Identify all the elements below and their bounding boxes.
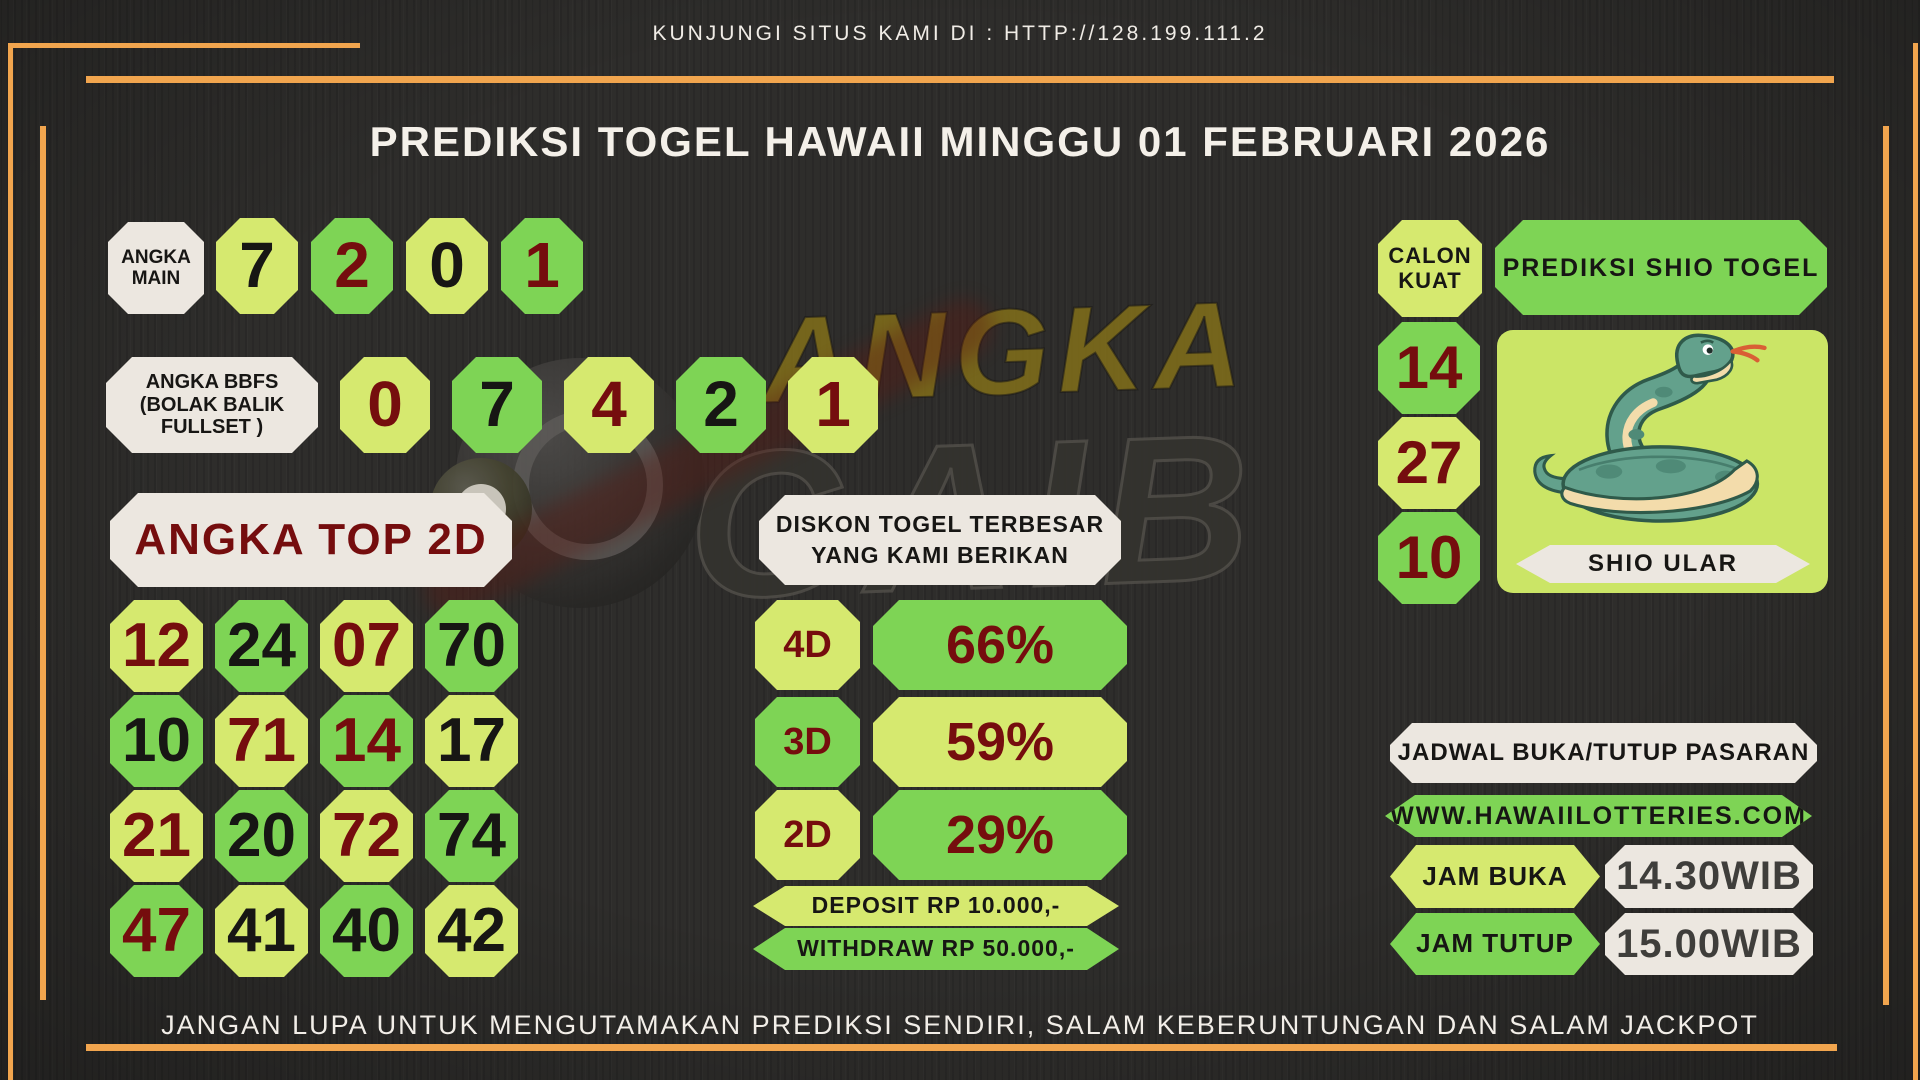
page-title: PREDIKSI TOGEL HAWAII MINGGU 01 FEBRUARI… bbox=[369, 118, 1551, 165]
top2d-cell: 40 bbox=[320, 885, 413, 977]
prediksi-shio-header: PREDIKSI SHIO TOGEL bbox=[1495, 220, 1827, 315]
diskon-3d-label: 3D bbox=[755, 697, 860, 787]
top2d-cell: 71 bbox=[215, 695, 308, 787]
frame-inner-bottom bbox=[86, 1044, 1837, 1051]
diskon-2d-label: 2D bbox=[755, 790, 860, 880]
jam-buka-label: JAM BUKA bbox=[1390, 845, 1600, 908]
top2d-cell: 74 bbox=[425, 790, 518, 882]
diskon-2d-value: 29% bbox=[873, 790, 1127, 880]
top2d-cell: 41 bbox=[215, 885, 308, 977]
diskon-4d-value: 66% bbox=[873, 600, 1127, 690]
diskon-4d-label: 4D bbox=[755, 600, 860, 690]
snake-illustration bbox=[1533, 333, 1767, 523]
calon-number: 10 bbox=[1378, 512, 1480, 604]
jam-buka-time: 14.30WIB bbox=[1605, 845, 1813, 908]
top2d-cell: 12 bbox=[110, 600, 203, 692]
jadwal-header: JADWAL BUKA/TUTUP PASARAN bbox=[1390, 723, 1817, 783]
shio-card bbox=[1497, 330, 1828, 593]
top2d-cell: 47 bbox=[110, 885, 203, 977]
frame-inner-left bbox=[40, 126, 46, 1000]
top2d-cell: 20 bbox=[215, 790, 308, 882]
bbfs-digit: 7 bbox=[452, 357, 542, 453]
calon-number: 27 bbox=[1378, 417, 1480, 509]
withdraw-banner: WITHDRAW RP 50.000,- bbox=[753, 928, 1119, 970]
top2d-cell: 21 bbox=[110, 790, 203, 882]
shio-name-banner: SHIO ULAR bbox=[1516, 545, 1810, 583]
angka-main-label: ANGKA MAIN bbox=[108, 222, 204, 314]
visit-site-link[interactable]: KUNJUNGI SITUS KAMI DI : HTTP://128.199.… bbox=[652, 22, 1268, 45]
top2d-cell: 07 bbox=[320, 600, 413, 692]
frame-inner-top bbox=[86, 76, 1834, 83]
website-banner[interactable]: WWW.HAWAIILOTTERIES.COM bbox=[1385, 795, 1812, 837]
frame-outer-top-left-arm bbox=[8, 43, 360, 48]
bbfs-digit: 2 bbox=[676, 357, 766, 453]
jam-tutup-label: JAM TUTUP bbox=[1390, 913, 1600, 975]
top2d-cell: 14 bbox=[320, 695, 413, 787]
frame-inner-right bbox=[1883, 126, 1889, 1005]
top2d-cell: 70 bbox=[425, 600, 518, 692]
jam-tutup-time: 15.00WIB bbox=[1605, 913, 1813, 975]
calon-kuat-label: CALON KUAT bbox=[1378, 220, 1482, 317]
top2d-cell: 42 bbox=[425, 885, 518, 977]
frame-outer-right bbox=[1913, 43, 1918, 1080]
bbfs-digit: 0 bbox=[340, 357, 430, 453]
diskon-3d-value: 59% bbox=[873, 697, 1127, 787]
deposit-banner: DEPOSIT RP 10.000,- bbox=[753, 886, 1119, 926]
angka-main-digit: 2 bbox=[311, 218, 393, 314]
frame-outer-left bbox=[8, 43, 13, 1080]
calon-number: 14 bbox=[1378, 322, 1480, 414]
angka-main-digit: 0 bbox=[406, 218, 488, 314]
bbfs-digit: 1 bbox=[788, 357, 878, 453]
top2d-cell: 24 bbox=[215, 600, 308, 692]
footer-text: JANGAN LUPA UNTUK MENGUTAMAKAN PREDIKSI … bbox=[161, 1010, 1759, 1040]
angka-top-2d-header: ANGKA TOP 2D bbox=[110, 493, 512, 587]
angka-main-digit: 7 bbox=[216, 218, 298, 314]
top2d-cell: 10 bbox=[110, 695, 203, 787]
angka-bbfs-label: ANGKA BBFS (BOLAK BALIK FULLSET ) bbox=[106, 357, 318, 453]
diskon-header: DISKON TOGEL TERBESAR YANG KAMI BERIKAN bbox=[759, 495, 1121, 585]
top2d-cell: 72 bbox=[320, 790, 413, 882]
bbfs-digit: 4 bbox=[564, 357, 654, 453]
top2d-cell: 17 bbox=[425, 695, 518, 787]
angka-main-digit: 1 bbox=[501, 218, 583, 314]
